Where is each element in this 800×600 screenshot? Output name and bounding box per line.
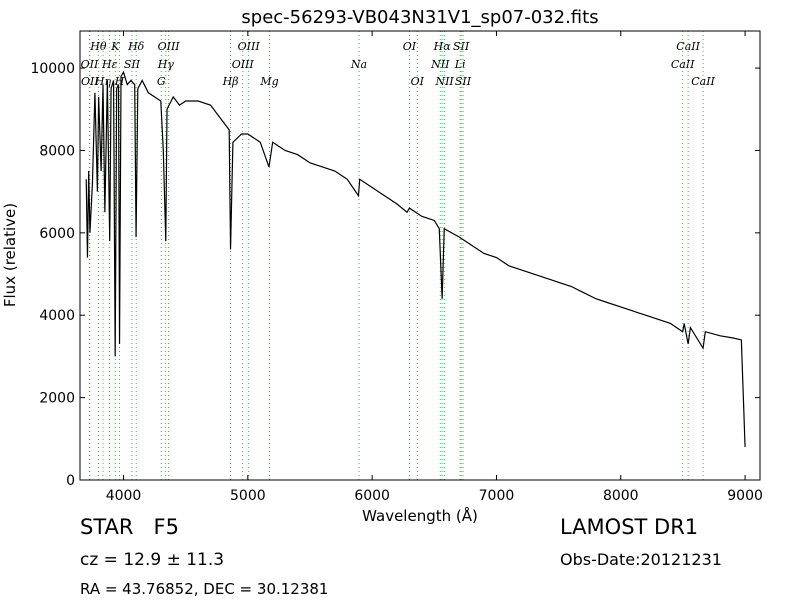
- spectral-line-label: NII: [434, 75, 454, 88]
- spectral-line-label: Hγ: [157, 58, 175, 71]
- x-tick-label: 9000: [727, 488, 763, 504]
- spectral-line-label: OIII: [238, 40, 261, 53]
- x-tick-label: 5000: [230, 488, 266, 504]
- y-tick-label: 0: [66, 473, 75, 489]
- spectral-line-label: Hδ: [127, 40, 145, 53]
- y-tick-label: 4000: [39, 308, 75, 324]
- spectral-line-label: Li: [454, 58, 466, 71]
- spectral-line-label: OI: [403, 40, 417, 53]
- x-tick-label: 7000: [479, 488, 515, 504]
- spectral-line-label: H: [114, 75, 125, 88]
- y-tick-label: 6000: [39, 226, 75, 242]
- spectral-line-label: SII: [453, 40, 470, 53]
- spectral-line-label: OIII: [158, 40, 181, 53]
- spectral-line-label: SII: [455, 75, 472, 88]
- spectral-line-label: CaII: [676, 40, 700, 53]
- spectral-line-label: K: [110, 40, 120, 53]
- x-axis-label: Wavelength (Å): [362, 506, 478, 525]
- spectral-line-label: CaII: [691, 75, 715, 88]
- y-tick-label: 2000: [39, 391, 75, 407]
- star-class: STAR F5: [80, 515, 179, 539]
- x-tick-label: 8000: [603, 488, 639, 504]
- spectral-line-label: Hα: [433, 40, 452, 53]
- chart-title: spec-56293-VB043N31V1_sp07-032.fits: [241, 7, 598, 28]
- spectral-line-label: Hθ: [89, 40, 107, 53]
- survey: LAMOST DR1: [560, 515, 698, 539]
- y-tick-label: 10000: [30, 61, 75, 77]
- spectral-line-label: Mg: [259, 75, 278, 88]
- spectral-line-label: OIII: [232, 58, 255, 71]
- y-tick-label: 8000: [39, 143, 75, 159]
- spectral-line-label: Hε: [101, 58, 118, 71]
- spectral-line-label: CaII: [671, 58, 695, 71]
- spectral-line-label: OII: [81, 75, 99, 88]
- x-tick-label: 4000: [106, 488, 142, 504]
- spectral-line-label: Na: [350, 58, 367, 71]
- spectral-line-label: OII: [81, 58, 99, 71]
- spectral-line-label: Hβ: [222, 75, 239, 88]
- spectral-line-label: SII: [124, 58, 141, 71]
- spectral-line-label: OI: [411, 75, 425, 88]
- cz: cz = 12.9 ± 11.3: [80, 550, 224, 570]
- spectral-line-label: G: [157, 75, 166, 88]
- spectral-line-label: NII: [430, 58, 450, 71]
- plot-frame: [79, 30, 761, 481]
- obs-date: Obs-Date:20121231: [560, 550, 722, 569]
- y-axis-label: Flux (relative): [1, 203, 19, 307]
- coords: RA = 43.76852, DEC = 30.12381: [80, 580, 328, 598]
- x-tick-label: 6000: [354, 488, 390, 504]
- spectrum-line: [85, 70, 746, 448]
